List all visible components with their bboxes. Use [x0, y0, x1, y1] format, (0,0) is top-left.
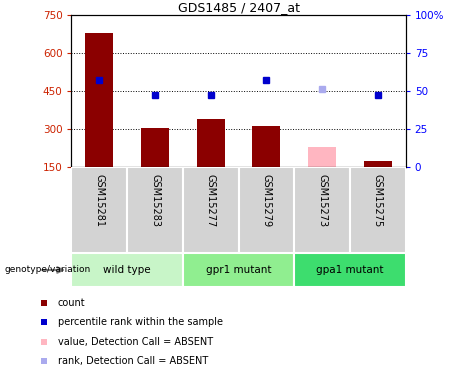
- Text: rank, Detection Call = ABSENT: rank, Detection Call = ABSENT: [58, 356, 208, 366]
- Text: gpr1 mutant: gpr1 mutant: [206, 265, 272, 275]
- Bar: [197, 119, 225, 167]
- Text: GSM15273: GSM15273: [317, 174, 327, 227]
- Text: genotype/variation: genotype/variation: [5, 266, 91, 274]
- Text: GSM15281: GSM15281: [95, 174, 104, 227]
- Bar: [71, 253, 183, 287]
- Bar: [183, 167, 238, 253]
- Bar: [350, 167, 406, 253]
- Text: count: count: [58, 298, 85, 308]
- Text: GSM15283: GSM15283: [150, 174, 160, 227]
- Bar: [141, 128, 169, 167]
- Text: value, Detection Call = ABSENT: value, Detection Call = ABSENT: [58, 336, 213, 346]
- Bar: [308, 147, 336, 167]
- Bar: [183, 253, 294, 287]
- Bar: [238, 167, 294, 253]
- Text: GSM15279: GSM15279: [261, 174, 272, 227]
- Bar: [364, 160, 392, 167]
- Text: percentile rank within the sample: percentile rank within the sample: [58, 317, 223, 327]
- Bar: [127, 167, 183, 253]
- Text: wild type: wild type: [103, 265, 151, 275]
- Bar: [85, 33, 113, 167]
- Title: GDS1485 / 2407_at: GDS1485 / 2407_at: [177, 1, 300, 14]
- Text: gpa1 mutant: gpa1 mutant: [316, 265, 384, 275]
- Text: GSM15275: GSM15275: [373, 174, 383, 227]
- Text: GSM15277: GSM15277: [206, 174, 216, 227]
- Bar: [294, 253, 406, 287]
- Bar: [253, 126, 280, 167]
- Bar: [71, 167, 127, 253]
- Bar: [294, 167, 350, 253]
